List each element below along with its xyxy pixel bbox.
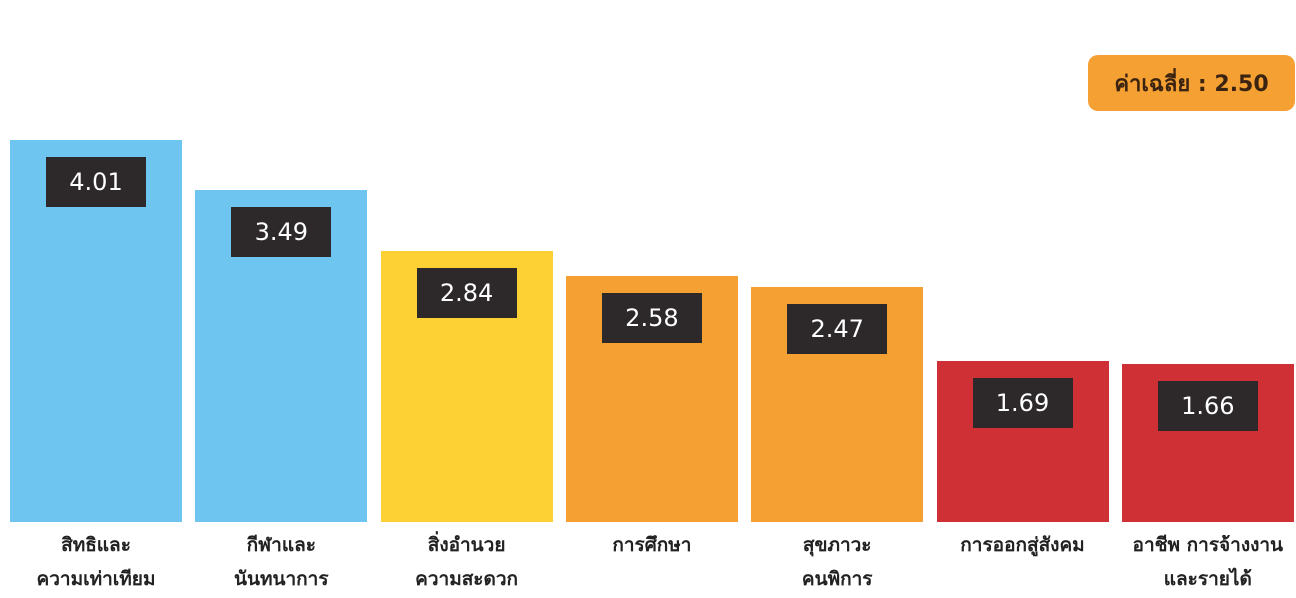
value-label: 1.69: [972, 378, 1073, 428]
value-label: 2.58: [601, 293, 702, 344]
category-label: การศึกษา: [612, 534, 692, 556]
category-label: สุขภาวะ คนพิการ: [801, 534, 873, 590]
value-label: 3.49: [231, 206, 332, 257]
category-label: อาชีพ การจ้างงาน และรายได้: [1132, 534, 1284, 590]
category-label: การออกสู่สังคม: [960, 534, 1085, 556]
value-label: 2.47: [787, 303, 888, 354]
value-label: 4.01: [46, 157, 146, 207]
average-badge: ค่าเฉลี่ย : 2.50: [1088, 55, 1295, 111]
value-label: 1.66: [1157, 380, 1258, 431]
category-label: กีฬาและ นันทนาการ: [234, 534, 329, 590]
category-label: สิทธิและ ความเท่าเทียม: [36, 534, 156, 590]
value-label: 2.84: [416, 268, 517, 319]
category-label: สิ่งอำนวย ความสะดวก: [415, 534, 519, 590]
